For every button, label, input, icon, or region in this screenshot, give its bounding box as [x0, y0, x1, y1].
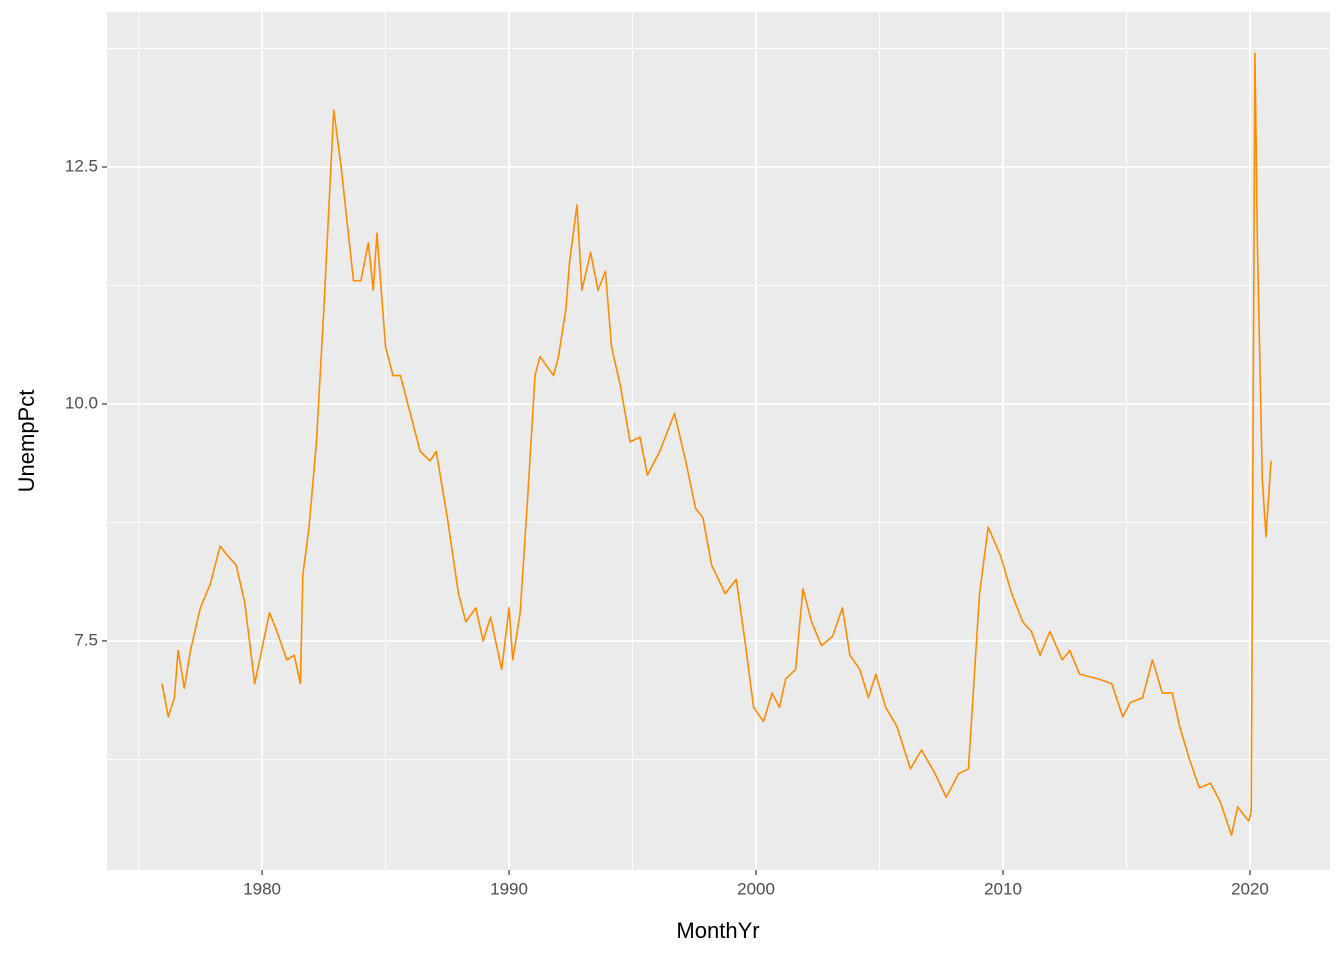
- x-tick-label: 2000: [737, 879, 775, 898]
- x-axis-title: MonthYr: [676, 918, 759, 943]
- grid: [107, 12, 1330, 870]
- x-tick-label: 1980: [243, 879, 281, 898]
- x-tick-label: 1990: [490, 879, 528, 898]
- x-tick-label: 2020: [1231, 879, 1269, 898]
- y-tick-label: 12.5: [65, 156, 98, 175]
- plot-area: [161, 52, 1272, 837]
- y-tick-label: 10.0: [65, 393, 98, 412]
- panel-background: [107, 12, 1330, 870]
- y-tick-label: 7.5: [74, 630, 98, 649]
- data-line: [161, 52, 1272, 837]
- x-tick-label: 2010: [984, 879, 1022, 898]
- y-axis-title: UnempPct: [14, 390, 39, 493]
